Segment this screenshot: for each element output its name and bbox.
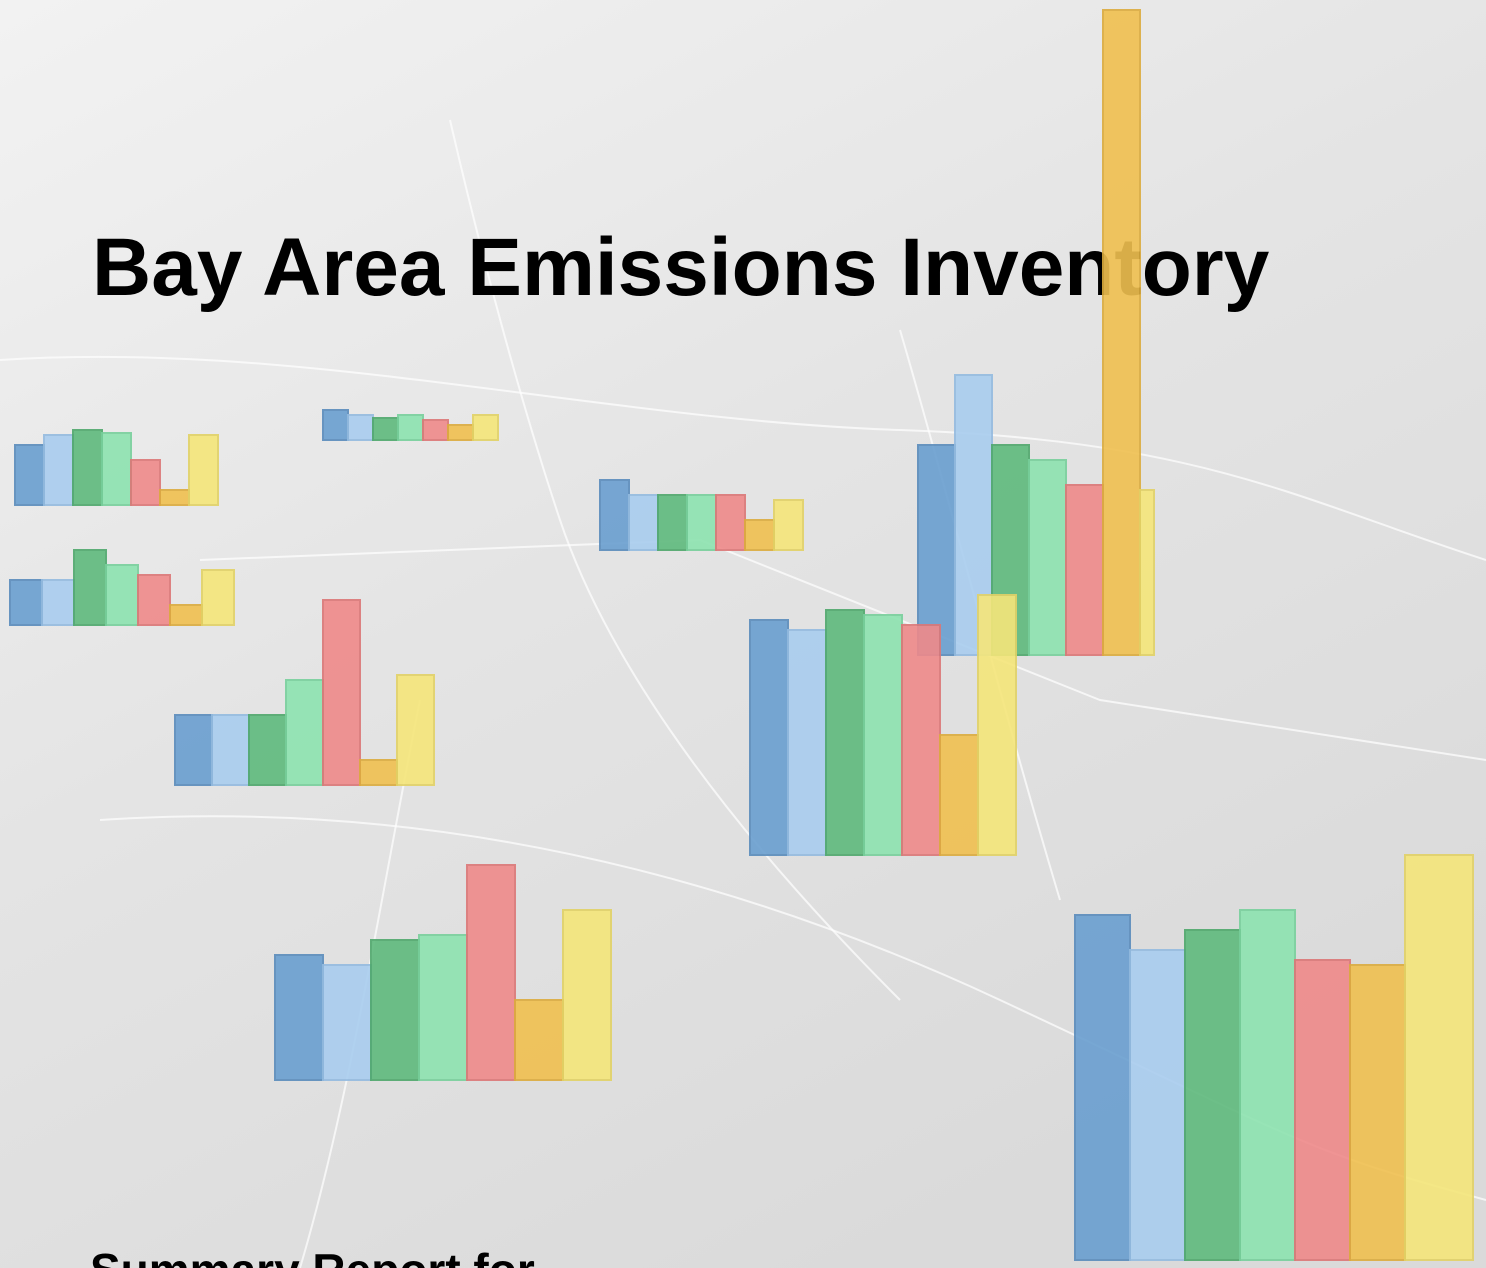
bar-cluster — [14, 429, 219, 506]
bar — [901, 624, 941, 856]
bar — [744, 519, 775, 551]
bar — [322, 409, 349, 441]
bar — [159, 489, 190, 506]
bar — [773, 499, 804, 551]
bar — [174, 714, 213, 786]
bar — [472, 414, 499, 441]
subtitle: Summary Report for — [90, 1244, 535, 1268]
bar — [130, 459, 161, 506]
bar — [686, 494, 717, 551]
bar — [322, 599, 361, 786]
bar — [201, 569, 235, 626]
bar-cluster — [1074, 854, 1474, 1261]
bar — [41, 579, 75, 626]
bar-cluster — [174, 599, 435, 786]
bar — [562, 909, 612, 1081]
bar — [863, 614, 903, 856]
bar — [422, 419, 449, 441]
bar — [101, 432, 132, 506]
bar — [211, 714, 250, 786]
bar — [73, 549, 107, 626]
bar — [370, 939, 420, 1081]
bar-cluster — [749, 594, 1017, 856]
bar — [977, 594, 1017, 856]
bar — [1404, 854, 1474, 1261]
bar — [188, 434, 219, 506]
bar — [1129, 949, 1186, 1261]
bar — [322, 964, 372, 1081]
bar — [939, 734, 979, 856]
bar — [372, 417, 399, 441]
bar — [1028, 459, 1067, 656]
bar — [917, 444, 956, 656]
bar-cluster — [322, 409, 499, 441]
bar — [749, 619, 789, 856]
bar — [396, 674, 435, 786]
bar — [787, 629, 827, 856]
bar — [514, 999, 564, 1081]
bar — [628, 494, 659, 551]
bar — [105, 564, 139, 626]
bar — [1074, 914, 1131, 1261]
bar — [137, 574, 171, 626]
bar-cluster — [274, 864, 612, 1081]
bar-cluster — [599, 479, 804, 551]
title: Bay Area Emissions Inventory — [92, 222, 1270, 313]
bar — [72, 429, 103, 506]
bar — [359, 759, 398, 786]
bar — [43, 434, 74, 506]
bar — [1102, 9, 1141, 656]
bar-cluster — [9, 549, 235, 626]
bar — [1239, 909, 1296, 1261]
bar — [825, 609, 865, 856]
bar — [1139, 489, 1155, 656]
bar — [1184, 929, 1241, 1261]
bar — [347, 414, 374, 441]
bar — [447, 424, 474, 441]
bar — [715, 494, 746, 551]
bar — [418, 934, 468, 1081]
bar — [1065, 484, 1104, 656]
bar — [657, 494, 688, 551]
bar — [274, 954, 324, 1081]
road — [449, 119, 901, 1001]
bar — [1349, 964, 1406, 1261]
bar — [466, 864, 516, 1081]
bar — [9, 579, 43, 626]
bar — [285, 679, 324, 786]
road — [0, 355, 1486, 561]
bar — [599, 479, 630, 551]
bar-cluster — [917, 9, 1155, 656]
bar — [169, 604, 203, 626]
bar — [248, 714, 287, 786]
bar — [397, 414, 424, 441]
bar — [1294, 959, 1351, 1261]
bar — [14, 444, 45, 506]
